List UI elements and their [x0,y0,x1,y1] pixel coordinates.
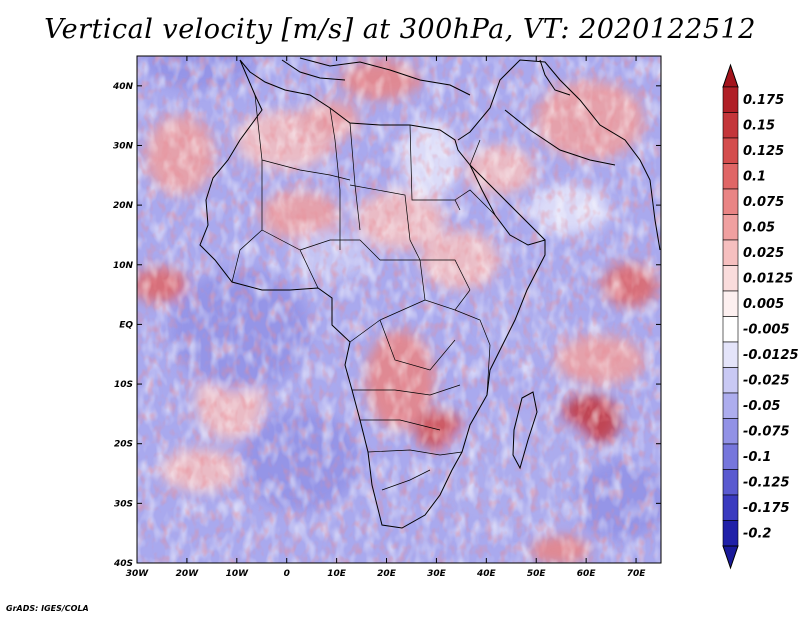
colorbar-label: 0.025 [743,246,784,261]
colorbar-swatch [722,137,739,164]
colorbar-swatch [722,469,739,496]
lon-tick-label: 40E [476,569,497,579]
colorbar-swatch [722,520,739,547]
lon-tick-label: 30W [126,569,150,579]
colorbar-swatch [722,163,739,190]
colorbar-label: 0.05 [743,220,775,235]
colorbar-label: -0.0125 [743,348,799,363]
colorbar-label: 0.075 [743,195,784,210]
lat-tick-label: 40N [112,82,134,92]
velocity-field [137,56,661,563]
coastlines [199,57,661,529]
colorbar-swatch [722,367,739,394]
colorbar-label: -0.1 [743,450,771,465]
colorbar-swatch [722,494,739,521]
colorbar-label: -0.075 [743,424,790,439]
lon-tick-label: 30E [427,569,447,579]
lon-tick-label: 50E [527,569,547,579]
lat-tick-label: 40S [113,559,133,569]
lon-tick-label: 0 [284,569,290,579]
lon-tick-label: 10W [226,569,250,579]
grads-credit: GrADS: IGES/COLA [6,604,89,613]
latitude-axis: 40N 30N 20N 10N EQ 10S 20S 30S 40S [112,82,661,569]
lat-tick-label: 30S [114,499,133,509]
colorbar-label: 0.175 [743,93,784,108]
colorbar-bottom-arrow [722,545,739,570]
map-frame [136,55,662,564]
longitude-axis: 30W 20W 10W 0 10E 20E 30E 40E 50E 60E 70E [126,56,646,579]
lat-tick-label: 20S [114,440,133,450]
lat-tick-label: 30N [113,141,134,151]
lat-tick-label: 10N [113,261,134,271]
lon-tick-label: 20W [176,569,200,579]
lat-tick-label: EQ [119,320,133,330]
lon-tick-label: 20E [377,569,397,579]
map-title: Vertical velocity [m/s] at 300hPa, VT: 2… [44,14,756,45]
colorbar-label: 0.15 [743,118,775,133]
colorbar-swatch [722,112,739,139]
colorbar: 0.175 0.15 0.125 0.1 0.075 0.05 0.025 0.0125 0.0… [722,63,799,570]
lon-tick-label: 70E [627,569,647,579]
colorbar-swatch [722,316,739,343]
colorbar-swatch [722,290,739,317]
lat-tick-label: 20N [113,201,134,211]
lat-tick-label: 10S [114,380,133,390]
colorbar-label: 0.125 [743,144,784,159]
colorbar-label: -0.2 [743,526,771,541]
colorbar-swatch [722,443,739,470]
colorbar-swatch [722,239,739,266]
lon-tick-label: 60E [577,569,597,579]
colorbar-swatch [722,392,739,419]
colorbar-label: -0.175 [743,501,790,516]
colorbar-label: 0.0125 [743,271,793,286]
colorbar-swatch [722,341,739,368]
lon-tick-label: 10E [327,569,347,579]
colorbar-label: -0.005 [743,322,790,337]
colorbar-swatch [722,188,739,215]
colorbar-swatch [722,86,739,113]
country-borders [231,94,496,491]
colorbar-swatch [722,214,739,241]
colorbar-label: -0.125 [743,475,790,490]
colorbar-label: -0.05 [743,399,780,414]
colorbar-label: 0.005 [743,297,784,312]
colorbar-swatch [722,265,739,292]
colorbar-swatch [722,418,739,445]
colorbar-label: 0.1 [743,169,766,184]
colorbar-top-arrow [722,63,739,88]
colorbar-label: -0.025 [743,373,790,388]
